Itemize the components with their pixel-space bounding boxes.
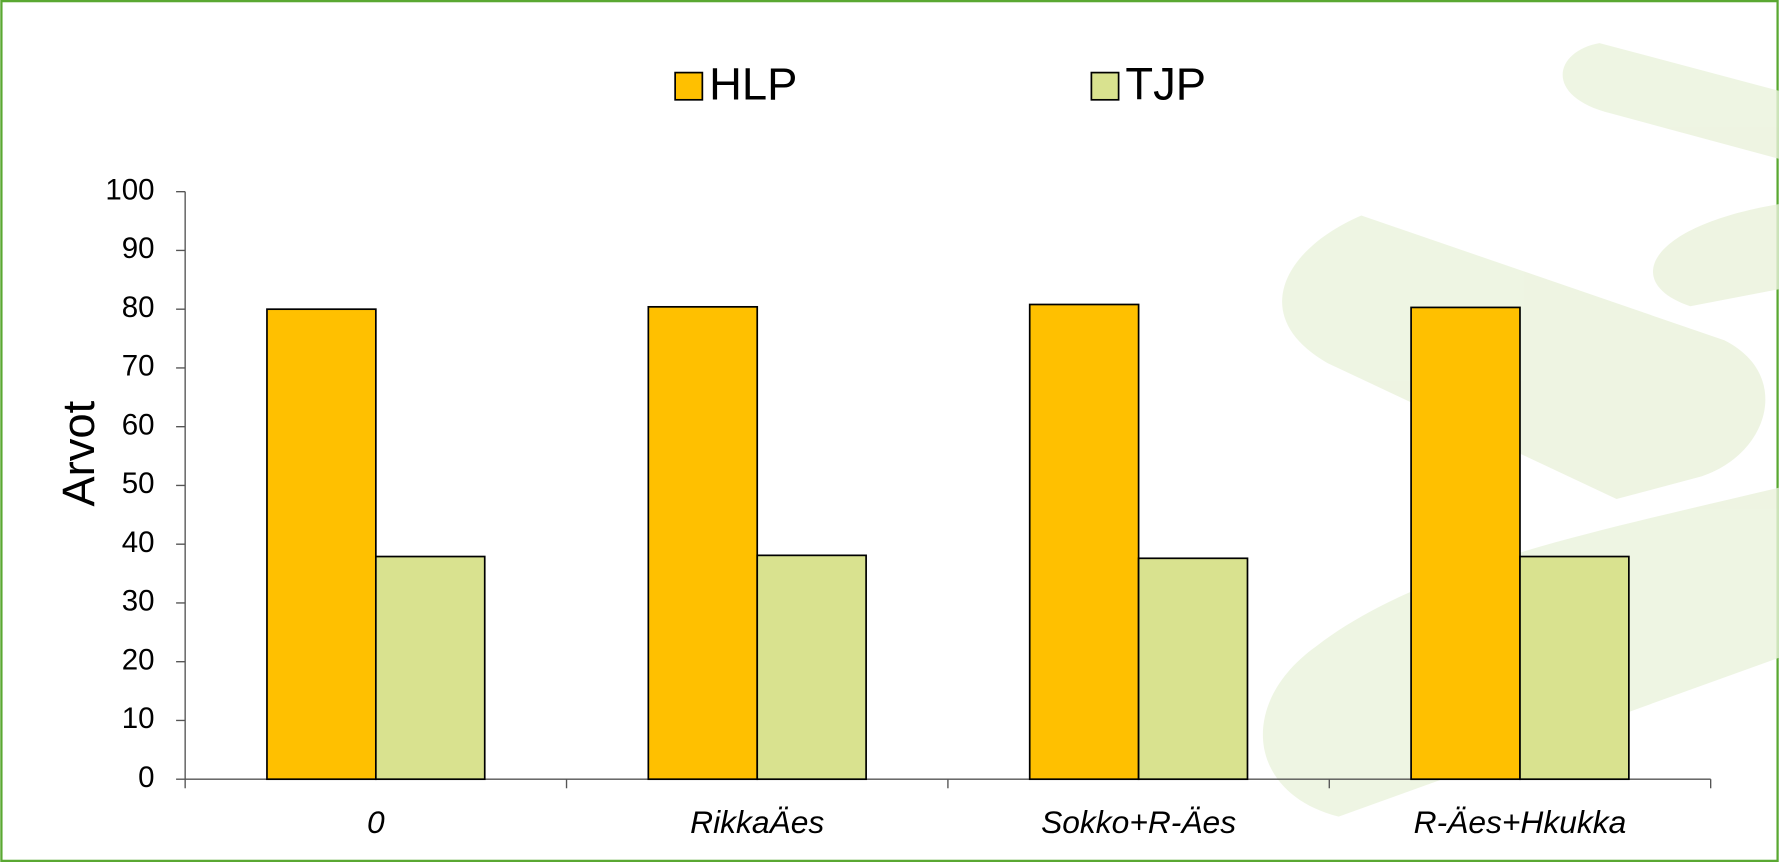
- y-tick-label: 80: [122, 291, 155, 324]
- bar: [647, 305, 759, 781]
- legend-label: HLP: [709, 58, 797, 109]
- y-tick-label: 100: [105, 173, 154, 206]
- y-tick-label: 40: [122, 526, 155, 559]
- x-tick-label: RikkaÄes: [690, 804, 824, 840]
- y-tick-label: 30: [122, 585, 155, 618]
- bar: [266, 308, 377, 781]
- y-tick-label: 50: [122, 467, 155, 500]
- legend-swatch: [1090, 71, 1120, 101]
- x-tick-label: 0: [367, 804, 385, 840]
- y-tick-label: 0: [138, 761, 154, 794]
- x-tick-label: R-Äes+Hkukka: [1414, 804, 1627, 840]
- bar: [1519, 555, 1630, 781]
- y-tick-label: 60: [122, 408, 155, 441]
- y-tick-label: 70: [122, 350, 155, 383]
- bar: [756, 554, 867, 781]
- bar: [374, 555, 486, 781]
- legend-label: TJP: [1125, 58, 1206, 109]
- legend-swatch: [674, 71, 704, 101]
- bar: [1137, 557, 1249, 781]
- x-tick-label: Sokko+R-Äes: [1041, 804, 1236, 840]
- bar: [1028, 303, 1140, 781]
- y-tick-label: 90: [122, 232, 155, 265]
- y-axis-label: Arvot: [53, 400, 104, 506]
- bar: [1410, 306, 1521, 781]
- legend: HLP TJP: [674, 58, 1206, 109]
- y-tick-label: 20: [122, 643, 155, 676]
- y-tick-label: 10: [122, 702, 155, 735]
